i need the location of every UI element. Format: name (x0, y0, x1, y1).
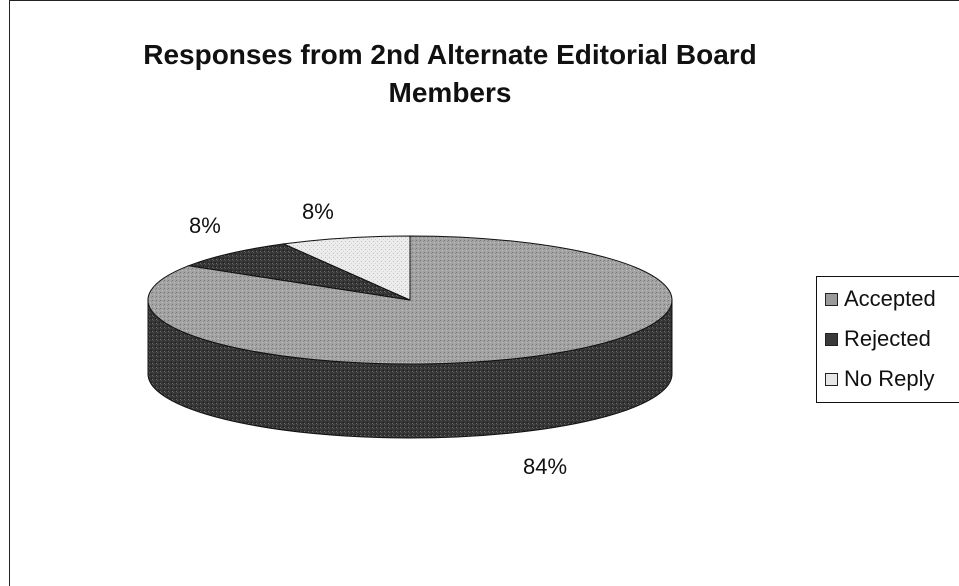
chart-title-line-2: Members (388, 77, 512, 108)
legend-item-rejected: Rejected (825, 321, 931, 357)
legend: Accepted Rejected No Reply (816, 276, 959, 403)
data-label-accepted: 84% (523, 454, 568, 479)
legend-item-no-reply: No Reply (825, 361, 934, 397)
slice-no-reply (281, 235, 411, 301)
chart-title: Responses from 2nd Alternate Editorial B… (60, 36, 840, 112)
slice-accepted (147, 235, 673, 365)
data-label-no-reply: 8% (302, 199, 334, 224)
legend-label-accepted: Accepted (844, 286, 936, 311)
pie-top (147, 235, 673, 365)
chart-frame (9, 0, 959, 586)
legend-label-rejected: Rejected (844, 326, 931, 351)
data-label-rejected: 8% (189, 213, 221, 238)
legend-item-accepted: Accepted (825, 281, 936, 317)
legend-swatch-rejected (825, 332, 838, 346)
legend-swatch-no-reply (825, 372, 838, 386)
slice-rejected (186, 243, 411, 301)
legend-swatch-accepted (825, 292, 838, 306)
legend-label-no-reply: No Reply (844, 366, 935, 391)
chart-title-line-1: Responses from 2nd Alternate Editorial B… (143, 39, 757, 70)
